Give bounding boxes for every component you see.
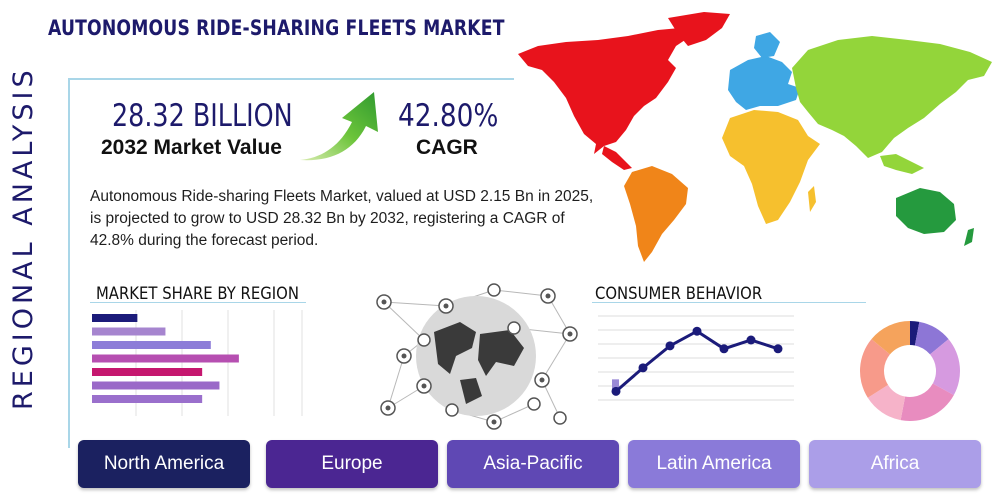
line-point xyxy=(611,386,621,396)
market-summary: Autonomous Ride-sharing Fleets Market, v… xyxy=(90,188,594,249)
market-share-bar-chart xyxy=(92,310,303,416)
map-southeast-asia xyxy=(880,154,924,174)
donut-slice xyxy=(867,384,906,421)
market-share-bar xyxy=(92,395,203,403)
market-share-title: MARKET SHARE BY REGION xyxy=(96,284,299,303)
region-button-africa[interactable]: Africa xyxy=(809,440,981,488)
map-africa xyxy=(722,110,820,224)
line-point xyxy=(692,326,702,336)
market-share-bar xyxy=(92,381,220,390)
page-title: AUTONOMOUS RIDE-SHARING FLEETS MARKET xyxy=(48,16,505,40)
growth-arrow-icon xyxy=(300,92,378,161)
market-share-bar xyxy=(92,327,166,336)
map-scandinavia xyxy=(754,32,780,58)
side-label: REGIONAL ANALYSIS xyxy=(8,66,39,410)
line-point xyxy=(773,344,783,354)
content-frame xyxy=(68,78,514,448)
map-asia xyxy=(792,36,992,158)
network-globe-icon xyxy=(376,283,578,430)
donut-slice xyxy=(900,383,954,421)
world-map xyxy=(518,12,992,262)
market-value: 28.32 BILLION xyxy=(112,98,293,134)
region-button-asia-pacific[interactable]: Asia-Pacific xyxy=(447,440,619,488)
market-share-bar xyxy=(92,368,203,376)
line-point xyxy=(638,363,648,373)
market-share-bar xyxy=(92,341,211,349)
line-point xyxy=(665,341,675,351)
donut-slice xyxy=(914,321,949,355)
map-europe xyxy=(728,56,800,110)
map-madagascar xyxy=(808,186,816,212)
consumer-behavior-line-chart xyxy=(598,315,794,401)
region-button-north-america[interactable]: North America xyxy=(78,440,250,488)
region-selector: North America Europe Asia-Pacific Latin … xyxy=(78,440,982,490)
market-share-bar xyxy=(92,314,138,322)
market-value-label: 2032 Market Value xyxy=(101,136,282,159)
consumer-behavior-rule xyxy=(592,302,866,303)
line-start-marker xyxy=(612,379,619,394)
donut-slice xyxy=(910,321,920,346)
line-point xyxy=(746,335,756,345)
region-button-europe[interactable]: Europe xyxy=(266,440,438,488)
donut-slice xyxy=(871,321,910,355)
donut-slice xyxy=(930,339,960,396)
line-point xyxy=(719,344,729,354)
market-share-bar xyxy=(92,354,239,363)
donut-slice xyxy=(860,339,890,398)
map-south-america xyxy=(624,166,688,262)
map-new-zealand xyxy=(964,228,974,246)
market-share-rule xyxy=(90,302,306,303)
map-australia xyxy=(896,188,956,234)
map-greenland xyxy=(668,12,730,46)
cagr-label: CAGR xyxy=(416,136,478,159)
region-share-donut-chart xyxy=(860,321,960,421)
map-central-america xyxy=(602,146,632,170)
region-button-latin-america[interactable]: Latin America xyxy=(628,440,800,488)
consumer-behavior-title: CONSUMER BEHAVIOR xyxy=(595,284,763,303)
cagr-value: 42.80% xyxy=(398,98,499,134)
map-north-america xyxy=(518,28,688,154)
